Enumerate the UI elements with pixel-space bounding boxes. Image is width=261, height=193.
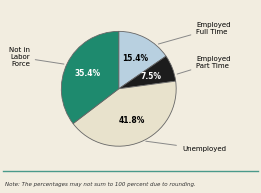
- Text: 7.5%: 7.5%: [140, 72, 161, 81]
- Wedge shape: [119, 56, 176, 89]
- Text: Not in
Labor
Force: Not in Labor Force: [9, 47, 64, 67]
- Wedge shape: [73, 81, 176, 146]
- Wedge shape: [119, 31, 166, 89]
- Wedge shape: [61, 31, 119, 124]
- Text: Unemployed: Unemployed: [146, 141, 226, 152]
- Text: 15.4%: 15.4%: [122, 54, 148, 63]
- Text: 35.4%: 35.4%: [75, 69, 101, 78]
- Text: Note: The percentages may not sum to 100 percent due to rounding.: Note: The percentages may not sum to 100…: [5, 182, 196, 187]
- Text: Employed
Part Time: Employed Part Time: [177, 56, 231, 74]
- Text: 41.8%: 41.8%: [119, 116, 145, 125]
- Text: Employed
Full Time: Employed Full Time: [158, 22, 231, 44]
